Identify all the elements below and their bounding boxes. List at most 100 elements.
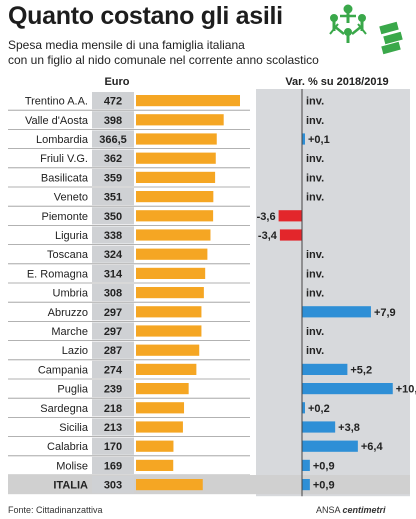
bar (136, 229, 211, 241)
value-cell (92, 245, 134, 263)
value-cell (92, 130, 134, 148)
value-cell (92, 437, 134, 455)
tick-label: Friuli V.G. (40, 153, 88, 165)
tick-label: Trentino A.A. (25, 96, 88, 108)
bar (136, 325, 202, 337)
bar (302, 306, 371, 318)
bar (136, 152, 216, 164)
bar (136, 210, 214, 222)
tick-label: Valle d'Aosta (25, 115, 89, 127)
subtitle-line-1: Spesa media mensile di una famiglia ital… (8, 38, 245, 52)
family-icon (329, 4, 367, 43)
bar (278, 210, 302, 222)
tick-label: Veneto (54, 192, 88, 204)
tick-label: Abruzzo (48, 307, 88, 319)
value-cell (92, 360, 134, 378)
data-label: inv. (306, 288, 324, 300)
value-cell (92, 322, 134, 340)
bar (136, 248, 208, 260)
source-note: Fonte: Cittadinanzattiva (8, 505, 103, 515)
value-cell (92, 399, 134, 417)
value-cell (92, 380, 134, 398)
value-cell (92, 341, 134, 359)
data-label: -3,4 (258, 230, 278, 242)
tick-label: Campania (38, 364, 89, 376)
bar (302, 459, 310, 471)
bar (136, 133, 217, 145)
data-label: inv. (306, 345, 324, 357)
data-label: 324 (104, 249, 123, 261)
value-cell (92, 207, 134, 225)
tick-label: ITALIA (53, 480, 88, 492)
value-cell (92, 92, 134, 110)
tick-label: Toscana (47, 249, 89, 261)
data-label: 213 (104, 422, 122, 434)
data-label: 308 (104, 288, 122, 300)
data-label: inv. (306, 326, 324, 338)
bar (136, 287, 204, 299)
data-label: 314 (104, 268, 123, 280)
value-cell (92, 303, 134, 321)
data-label: 359 (104, 172, 122, 184)
data-label: inv. (306, 249, 324, 261)
bar (136, 171, 216, 183)
variation-panel (256, 89, 410, 497)
data-label: +0,9 (313, 460, 335, 472)
bar (136, 95, 240, 107)
value-cell (92, 476, 134, 494)
value-cell (92, 226, 134, 244)
data-label: inv. (306, 268, 324, 280)
bar (302, 133, 305, 145)
value-cell (92, 418, 134, 436)
tick-label: Umbria (53, 288, 89, 300)
value-cell (92, 264, 134, 282)
data-label: 274 (104, 364, 123, 376)
data-label: 170 (104, 441, 122, 453)
bar (136, 421, 183, 433)
bar (302, 421, 336, 433)
data-label: inv. (306, 96, 324, 108)
bar (302, 402, 305, 414)
data-label: inv. (306, 153, 324, 165)
data-label: +0,9 (313, 480, 335, 492)
value-cell (92, 168, 134, 186)
data-label: 350 (104, 211, 122, 223)
data-label: 362 (104, 153, 122, 165)
tick-label: Calabria (47, 441, 89, 453)
bar (302, 363, 348, 375)
bar (302, 440, 358, 452)
variation-column-header: Var. % su 2018/2019 (285, 76, 389, 88)
bar (136, 363, 197, 375)
partner-logo: centimetri (342, 505, 386, 515)
value-cell (92, 188, 134, 206)
data-label: inv. (306, 115, 324, 127)
data-label: +6,4 (361, 441, 384, 453)
tick-label: Molise (56, 460, 88, 472)
data-label: +0,2 (308, 403, 330, 415)
data-label: -3,6 (257, 211, 276, 223)
data-label: +0,1 (308, 134, 330, 146)
data-label: +3,8 (338, 422, 360, 434)
data-label: 287 (104, 345, 122, 357)
data-label: inv. (306, 192, 324, 204)
data-label: 239 (104, 384, 122, 396)
bar (279, 229, 302, 241)
credit: ANSA centimetri (316, 505, 386, 515)
bar (136, 402, 185, 414)
value-cell (92, 111, 134, 129)
tick-label: Sicilia (59, 422, 89, 434)
money-stack-icon (379, 21, 403, 55)
bar (136, 114, 224, 126)
euro-column-header: Euro (104, 76, 130, 88)
data-label: 472 (104, 96, 122, 108)
data-label: +5,2 (350, 364, 372, 376)
bar (136, 440, 174, 452)
bar (136, 306, 202, 318)
tick-label: Basilicata (41, 172, 89, 184)
bar (302, 383, 393, 395)
bar (136, 479, 203, 491)
data-label: 169 (104, 460, 122, 472)
data-label: 218 (104, 403, 122, 415)
nursery-logo (329, 4, 403, 55)
